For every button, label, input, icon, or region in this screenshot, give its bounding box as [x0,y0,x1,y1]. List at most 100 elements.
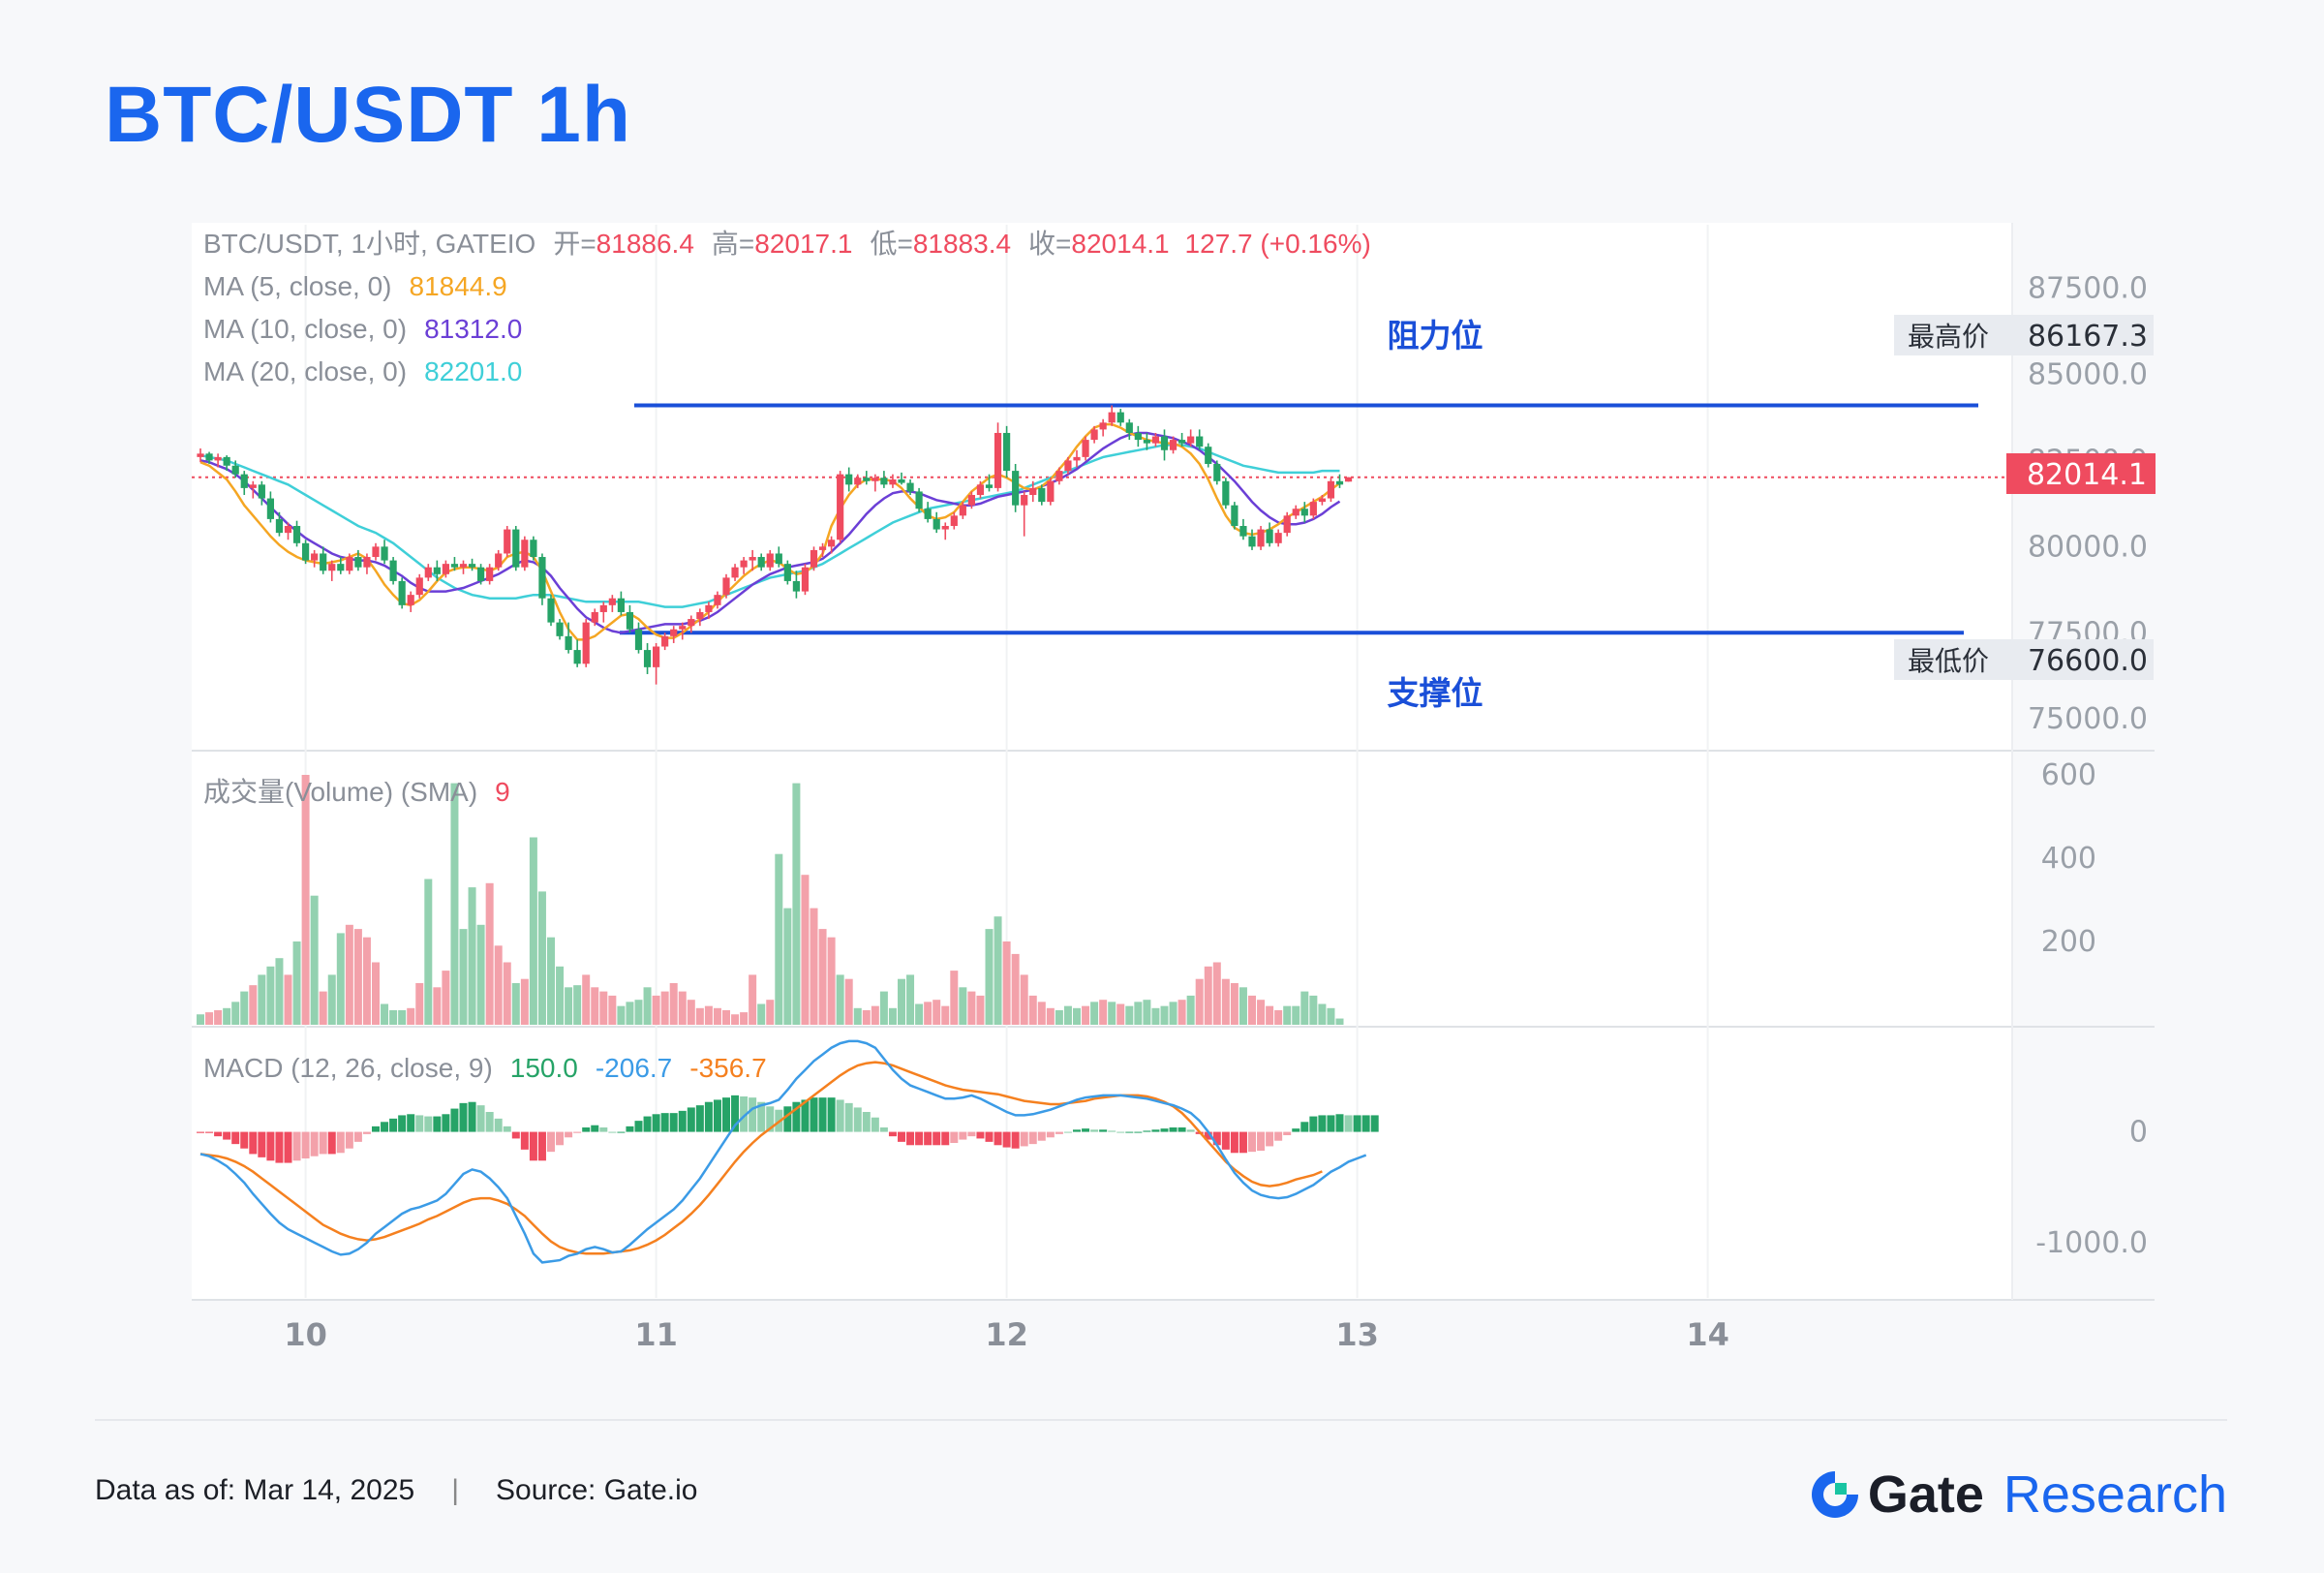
volume-bar [766,1000,775,1025]
macd-histogram-bar [266,1131,275,1161]
macd-histogram-bar [801,1099,810,1132]
macd-histogram-bar [740,1096,749,1132]
macd-histogram-bar [450,1108,459,1132]
x-tick-label: 13 [1335,1316,1379,1353]
candle-body [1064,460,1072,472]
candle-body [696,611,704,620]
macd-histogram-bar [1327,1115,1335,1132]
candle-body [582,622,590,664]
candle-body [1239,526,1247,537]
volume-legend: 成交量(Volume) (SMA) 9 [203,777,510,807]
candle-body [214,456,222,461]
macd-histogram-bar [249,1131,258,1155]
volume-bar [1055,1009,1063,1025]
volume-bar [652,995,660,1025]
volume-bar [1221,978,1230,1025]
macd-histogram-bar [442,1114,450,1132]
price-tick-label: 85000.0 [2028,358,2148,392]
volume-bar [529,837,537,1025]
volume-bar [424,879,433,1025]
candle-body [284,526,292,534]
macd-histogram-bar [520,1131,529,1150]
volume-bar [381,1003,389,1025]
brand-name: Gate [1867,1465,1984,1524]
candle-body [1143,440,1150,444]
candle-body [205,453,213,461]
candle-body [670,629,678,636]
page-title: BTC/USDT 1h [105,71,631,159]
candle-body [556,622,564,636]
candle-body [950,515,958,527]
candle-body [1318,498,1326,503]
candle-body [504,529,511,554]
volume-bar [1300,991,1309,1025]
candle-body [1073,456,1081,461]
candle-body [381,546,388,561]
candle-body [486,567,494,581]
macd-histogram-bar [643,1116,652,1132]
x-tick-label: 11 [634,1316,678,1353]
volume-bar [985,929,994,1025]
volume-bar [941,1005,950,1025]
volume-bar [389,1009,398,1025]
macd-histogram-bar [941,1131,950,1146]
candle-body [1213,463,1221,481]
macd-histogram-bar [704,1101,713,1132]
candle-body [1187,436,1195,444]
candle-body [302,542,310,561]
macd-line [199,1039,1367,1264]
volume-bar [275,958,284,1025]
candle-body [1082,440,1089,457]
candle-body [1047,480,1055,503]
volume-bar [1125,1005,1134,1025]
volume-bar [565,987,573,1025]
volume-bar [1134,1002,1143,1025]
volume-bar [537,891,546,1025]
volume-bar [494,945,503,1025]
volume-bar [1292,1005,1300,1025]
candle-body [249,484,257,488]
macd-histogram-bar [678,1110,687,1132]
macd-histogram-bar [1160,1128,1169,1132]
macd-legend: MACD (12, 26, close, 9) 150.0 -206.7 -356.7 [203,1053,767,1083]
candle-body [258,484,265,499]
macd-histogram-bar [652,1114,660,1132]
candle-body [337,564,345,571]
candle-body [398,580,406,605]
macd-histogram-bar [722,1097,730,1132]
volume-bar [476,924,485,1025]
macd-histogram-bar [1257,1131,1266,1151]
volume-bar [292,941,301,1025]
macd-histogram-bar [310,1131,319,1157]
legend-ma5: MA (5, close, 0) 81844.9 [203,271,507,301]
candle-body [1169,440,1177,450]
candle-body [1292,509,1300,516]
macd-histogram-bar [1143,1130,1151,1132]
volume-bar [520,978,529,1025]
candle-body [863,478,871,481]
volume-bar [695,1007,704,1025]
volume-bar [336,933,345,1025]
macd-histogram-bar [959,1131,967,1140]
macd-histogram-bar [810,1097,818,1132]
macd-histogram-bar [1186,1129,1195,1132]
candle-body [1160,436,1169,450]
volume-bar [687,1000,695,1025]
legend-pair-info: BTC/USDT, 1小时, GATEIO 开=81886.4 高=82017.1 低… [203,229,1371,259]
candle-body [749,557,756,561]
macd-histogram-bar [353,1131,362,1142]
data-as-of: Data as of: Mar 14, 2025 [95,1474,415,1506]
macd-histogram-bar [1073,1129,1081,1132]
volume-bar [1020,974,1028,1025]
macd-histogram-bar [1370,1115,1379,1132]
candle-body [792,580,800,592]
candle-body [661,635,669,647]
candle-body [985,484,994,488]
volume-bar [660,991,669,1025]
macd-histogram-bar [205,1131,214,1133]
volume-bar [407,1007,415,1025]
macd-histogram-bar [1309,1116,1318,1132]
macd-histogram-bar [407,1114,415,1132]
candle-body [1248,536,1256,547]
candle-body [477,567,485,581]
